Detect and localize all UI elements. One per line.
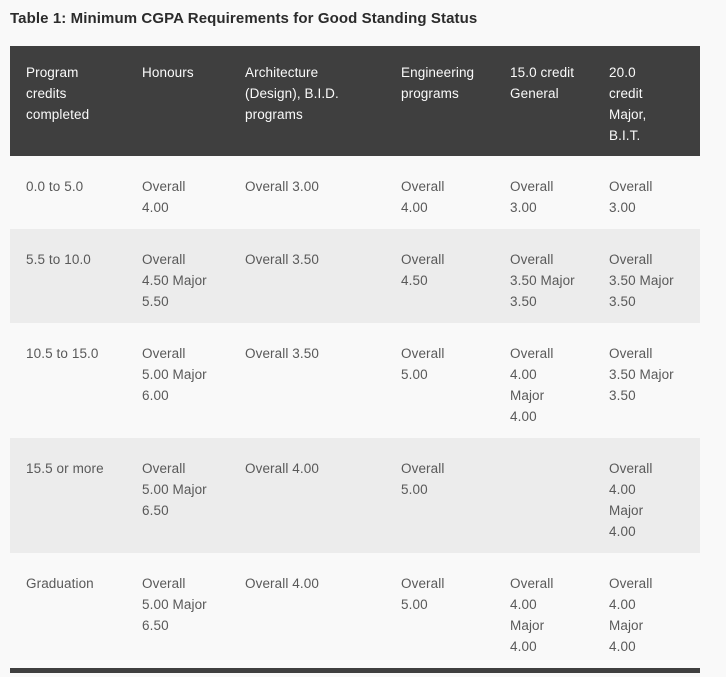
value-cell: Overall 3.50 Major 3.50 bbox=[593, 229, 700, 323]
value-cell: Overall 4.00 bbox=[245, 576, 319, 591]
value-cell: Overall 4.00 Major 4.00 bbox=[593, 438, 700, 553]
value-cell: Overall 4.00 Major 4.00 bbox=[609, 576, 653, 654]
value-cell: Overall 5.00 bbox=[401, 576, 445, 612]
table-body: 0.0 to 5.0 Overall 4.00 Overall 3.00 Overal… bbox=[10, 156, 700, 668]
value-cell: Overall 4.50 bbox=[385, 229, 494, 323]
row-label-cell: 5.5 to 10.0 bbox=[10, 229, 126, 323]
value-cell: Overall 3.00 bbox=[609, 179, 653, 215]
value-cell: Overall 3.50 bbox=[245, 346, 319, 361]
table-row: Graduation Overall 5.00 Major 6.50 Overall… bbox=[10, 553, 700, 668]
value-cell: Overall 5.00 Major 6.50 bbox=[126, 438, 229, 553]
value-cell: Overall 4.50 Major 5.50 bbox=[126, 229, 229, 323]
table-row: 15.5 or more Overall 5.00 Major 6.50 Overa… bbox=[10, 438, 700, 553]
value-cell: Overall 5.00 bbox=[401, 346, 445, 382]
value-cell: Overall 5.00 Major 6.00 bbox=[142, 346, 207, 403]
value-cell: Overall 4.00 bbox=[142, 179, 186, 215]
table-row: 0.0 to 5.0 Overall 4.00 Overall 3.00 Overal… bbox=[10, 156, 700, 229]
header-row: Program credits completed Honours Architec… bbox=[10, 46, 700, 156]
row-label-cell: 10.5 to 15.0 bbox=[26, 346, 99, 361]
header-cell: Architecture (Design), B.I.D. programs bbox=[229, 46, 385, 156]
row-label-cell: Graduation bbox=[26, 576, 94, 591]
value-cell: Overall 5.00 bbox=[385, 438, 494, 553]
value-cell bbox=[494, 438, 593, 553]
cgpa-requirements-table: Program credits completed Honours Architec… bbox=[10, 46, 700, 668]
table-row: 10.5 to 15.0 Overall 5.00 Major 6.00 Overa… bbox=[10, 323, 700, 438]
value-cell: Overall 3.50 bbox=[229, 229, 385, 323]
value-cell: Overall 4.00 bbox=[229, 438, 385, 553]
header-cell: 15.0 credit General bbox=[494, 46, 593, 156]
header-cell: Engineering programs bbox=[385, 46, 494, 156]
header-cell: 20.0 credit Major, B.I.T. bbox=[593, 46, 700, 156]
value-cell: Overall 3.50 Major 3.50 bbox=[609, 346, 674, 403]
table-header: Program credits completed Honours Architec… bbox=[10, 46, 700, 156]
next-table-top-edge bbox=[10, 668, 700, 673]
value-cell: Overall 5.00 Major 6.50 bbox=[142, 576, 207, 633]
table-row: 5.5 to 10.0 Overall 4.50 Major 5.50 Overal… bbox=[10, 229, 700, 323]
table-title: Table 1: Minimum CGPA Requirements for G… bbox=[10, 10, 478, 27]
header-cell: Program credits completed bbox=[10, 46, 126, 156]
header-cell: Honours bbox=[126, 46, 229, 156]
value-cell: Overall 4.00 bbox=[401, 179, 445, 215]
value-cell: Overall 4.00 Major 4.00 bbox=[510, 576, 554, 654]
value-cell: Overall 4.00 Major 4.00 bbox=[510, 346, 554, 424]
value-cell: Overall 3.50 Major 3.50 bbox=[494, 229, 593, 323]
row-label-cell: 15.5 or more bbox=[10, 438, 126, 553]
value-cell: Overall 3.00 bbox=[245, 179, 319, 194]
row-label-cell: 0.0 to 5.0 bbox=[26, 179, 84, 194]
value-cell: Overall 3.00 bbox=[510, 179, 554, 215]
